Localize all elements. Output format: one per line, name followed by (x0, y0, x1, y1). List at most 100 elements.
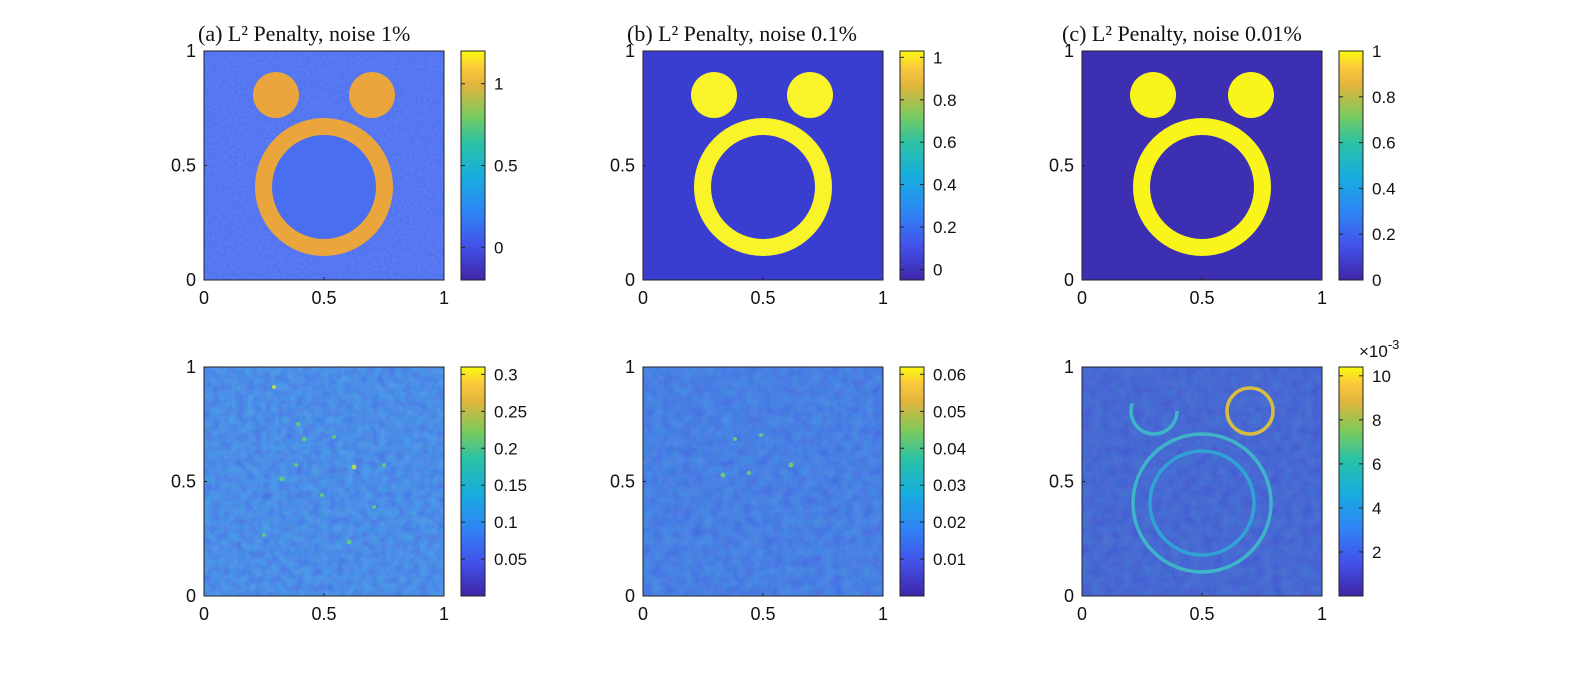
colorbar-tick-label: 0.05 (933, 402, 966, 421)
right-dot (1228, 72, 1274, 118)
y-tick-label: 0 (1064, 586, 1074, 606)
colorbar-tick-label: 0 (494, 238, 503, 257)
x-tick-label: 0 (1077, 288, 1087, 308)
panel-c-bottom (1082, 367, 1322, 596)
axes-2: 0 0.5 1 0 0.5 1 0 0.2 0.4 0.6 0.8 1 (1049, 41, 1396, 308)
x-tick-label: 0.5 (311, 288, 336, 308)
y-tick-label: 1 (625, 357, 635, 377)
y-tick-label: 0 (625, 586, 635, 606)
colorbar-tick-label: 0.5 (494, 157, 518, 176)
panel-a-top: (a) L² Penalty, noise 1% (198, 21, 444, 280)
colorbar-tick-label: 0.06 (933, 365, 966, 384)
colorbar-tick-label: 1 (933, 48, 942, 67)
y-tick-label: 1 (1064, 41, 1074, 61)
panel-a-bottom (204, 367, 444, 596)
colorbar-tick-label: 0.3 (494, 365, 518, 384)
panel-a-title: (a) L² Penalty, noise 1% (198, 21, 410, 46)
edge-right-dot (1225, 386, 1275, 436)
x-tick-label: 1 (439, 288, 449, 308)
panel-a-err-hotspots (262, 385, 386, 545)
panel-c-err-edges (1129, 386, 1275, 574)
x-tick-label: 0.5 (1189, 288, 1214, 308)
y-tick-label: 1 (1064, 357, 1074, 377)
edge-ring-inner (1148, 449, 1256, 557)
colorbar-tick-label: 0.01 (933, 550, 966, 569)
panel-c-title: (c) L² Penalty, noise 0.01% (1062, 21, 1302, 46)
colorbar-tick-label: 0.25 (494, 402, 527, 421)
colorbar (899, 50, 925, 281)
y-tick-label: 0.5 (610, 156, 635, 176)
edge-left-dot (1129, 386, 1179, 436)
y-tick-label: 0.5 (171, 472, 196, 492)
right-dot (787, 72, 833, 118)
colorbar-tick-label: 0.1 (494, 513, 518, 532)
colorbar-tick-label: 0.2 (494, 439, 518, 458)
y-tick-label: 0 (186, 270, 196, 290)
y-tick-label: 0 (625, 270, 635, 290)
colorbar-tick-label: 0.05 (494, 550, 527, 569)
colorbar-tick-label: 10 (1372, 367, 1391, 386)
axes-1: 0 0.5 1 0 0.5 1 0 0.2 0.4 0.6 0.8 1 (610, 41, 957, 308)
colorbar-tick-label: 0.03 (933, 476, 966, 495)
colorbar-tick-label: 0 (1372, 271, 1381, 290)
colorbar-tick-label: 4 (1372, 499, 1381, 518)
colorbar (1338, 366, 1364, 597)
panel-b-bottom (643, 367, 883, 596)
x-tick-label: 0 (199, 288, 209, 308)
ring-hole (272, 135, 376, 239)
right-dot (349, 72, 395, 118)
x-tick-label: 1 (1317, 604, 1327, 624)
colorbar-tick-label: 8 (1372, 411, 1381, 430)
panel-b-err-noise (643, 367, 883, 596)
x-tick-label: 1 (439, 604, 449, 624)
colorbar-tick-label: 0.6 (1372, 134, 1396, 153)
y-tick-label: 1 (186, 41, 196, 61)
panel-a-err-noise (204, 367, 444, 596)
left-dot (691, 72, 737, 118)
colorbar-tick-label: 0.8 (1372, 88, 1396, 107)
left-dot (253, 72, 299, 118)
axes-0: 0 0.5 1 0 0.5 1 0 0.5 1 (171, 41, 518, 308)
x-tick-label: 0 (1077, 604, 1087, 624)
colorbar (1338, 50, 1364, 281)
colorbar (899, 366, 925, 597)
y-tick-label: 0.5 (1049, 156, 1074, 176)
colorbar-tick-label: 1 (1372, 42, 1381, 61)
x-tick-label: 1 (878, 604, 888, 624)
panel-c-err-noise (1082, 367, 1322, 596)
panel-b-err-hotspots (720, 433, 794, 478)
ring-hole (1150, 135, 1254, 239)
colorbar-tick-label: 0.2 (933, 218, 957, 237)
y-tick-label: 0.5 (610, 472, 635, 492)
colorbar-tick-label: 6 (1372, 455, 1381, 474)
y-tick-label: 1 (186, 357, 196, 377)
colorbar-tick-label: 0.2 (1372, 225, 1396, 244)
colorbar-tick-label: 2 (1372, 543, 1381, 562)
x-tick-label: 0.5 (1189, 604, 1214, 624)
colorbar-tick-label: 0.4 (933, 176, 957, 195)
y-tick-label: 0.5 (1049, 472, 1074, 492)
edge-ring-outer (1131, 432, 1273, 574)
colorbar (460, 366, 486, 597)
y-tick-label: 0 (186, 586, 196, 606)
colorbar-tick-label: 0.02 (933, 513, 966, 532)
axes-3: 0 0.5 1 0 0.5 1 0.05 0.1 0.15 0.2 0.25 0.3 (171, 357, 527, 624)
panel-c-top: (c) L² Penalty, noise 0.01% (1062, 21, 1322, 280)
panel-b-title: (b) L² Penalty, noise 0.1% (627, 21, 857, 46)
colorbar-multiplier: ×10-3 (1359, 337, 1399, 361)
x-tick-label: 0 (638, 604, 648, 624)
axes-4: 0 0.5 1 0 0.5 1 0.01 0.02 0.03 0.04 0.05 0.06 (610, 357, 966, 624)
x-tick-label: 0.5 (311, 604, 336, 624)
colorbar-tick-label: 0 (933, 260, 942, 279)
panel-b-top: (b) L² Penalty, noise 0.1% (627, 21, 883, 280)
colorbar-tick-label: 0.6 (933, 133, 957, 152)
x-tick-label: 0 (199, 604, 209, 624)
y-tick-label: 0.5 (171, 156, 196, 176)
y-tick-label: 1 (625, 41, 635, 61)
colorbar-tick-label: 0.15 (494, 476, 527, 495)
x-tick-label: 1 (878, 288, 888, 308)
colorbar-tick-label: 0.8 (933, 91, 957, 110)
